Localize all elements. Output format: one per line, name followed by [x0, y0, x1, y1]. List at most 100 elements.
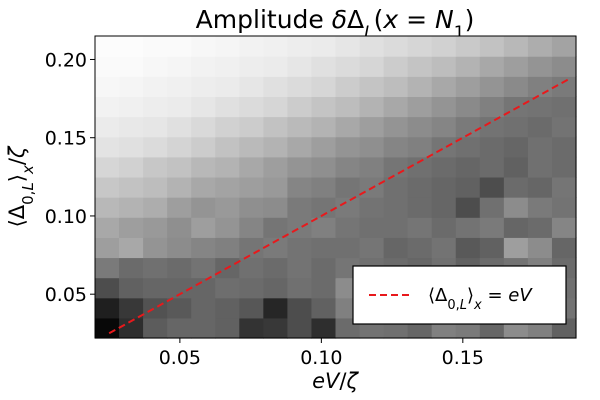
- heatmap-cell: [383, 156, 409, 178]
- heatmap-cell: [215, 136, 240, 158]
- heatmap-cell: [527, 36, 553, 57]
- heatmap-cell: [527, 76, 553, 97]
- heatmap-cell: [191, 96, 216, 118]
- heatmap-cell: [191, 297, 216, 319]
- heatmap-cell: [143, 116, 168, 138]
- heatmap-cell: [239, 116, 264, 138]
- heatmap-cell: [479, 76, 505, 97]
- plot-frame: [94, 35, 577, 339]
- heatmap-cell: [167, 176, 192, 198]
- heatmap-cell: [239, 297, 264, 319]
- heatmap-cell: [119, 277, 144, 299]
- heatmap-cell: [191, 317, 216, 339]
- heatmap-cell: [359, 217, 385, 238]
- heatmap-cell: [119, 156, 144, 178]
- heatmap-cell: [455, 56, 481, 77]
- heatmap-cell: [311, 197, 337, 218]
- heatmap-cell: [311, 116, 337, 138]
- heatmap-cell: [335, 96, 361, 118]
- heatmap-cell: [479, 56, 505, 77]
- heatmap-cell: [191, 237, 216, 259]
- heatmap-cell: [191, 257, 216, 279]
- heatmap-cell: [311, 176, 337, 198]
- heatmap-cell: [287, 237, 313, 259]
- heatmap-cell: [287, 176, 313, 198]
- heatmap-cell: [335, 156, 361, 178]
- heatmap-cell: [407, 76, 433, 97]
- heatmap-cell: [527, 96, 553, 118]
- heatmap-cell: [95, 156, 120, 178]
- heatmap-cell: [311, 317, 337, 339]
- heatmap-cell: [95, 237, 120, 259]
- heatmap-cell: [215, 156, 240, 178]
- heatmap-cell: [287, 297, 313, 319]
- heatmap-cell: [503, 136, 529, 158]
- heatmap-cell: [311, 237, 337, 259]
- heatmap-cell: [503, 56, 529, 77]
- heatmap-cell: [311, 257, 337, 279]
- heatmap-cell: [191, 116, 216, 138]
- heatmap-cell: [95, 197, 120, 218]
- x-tick-label: 0.10: [300, 347, 342, 369]
- heatmap-cell: [215, 116, 240, 138]
- heatmap-cell: [407, 176, 433, 198]
- heatmap-cell: [191, 277, 216, 299]
- heatmap-cell: [263, 76, 288, 97]
- heatmap-cell: [143, 297, 168, 319]
- heatmap-cell: [119, 116, 144, 138]
- heatmap-cell: [287, 96, 313, 118]
- heatmap-cell: [383, 237, 409, 259]
- heatmap-cell: [407, 217, 433, 238]
- heatmap-cell: [239, 156, 264, 178]
- heatmap-cell: [311, 297, 337, 319]
- heatmap-cell: [335, 176, 361, 198]
- heatmap-cell: [503, 217, 529, 238]
- heatmap-cell: [167, 156, 192, 178]
- heatmap-cell: [215, 176, 240, 198]
- heatmap-cell: [335, 237, 361, 259]
- heatmap-cell: [431, 56, 457, 77]
- heatmap-cell: [119, 197, 144, 218]
- heatmap-cell: [383, 217, 409, 238]
- heatmap-cell: [119, 317, 144, 339]
- heatmap-cell: [143, 197, 168, 218]
- legend-box: [352, 265, 567, 325]
- heatmap-cell: [311, 156, 337, 178]
- heatmap-cell: [335, 217, 361, 238]
- heatmap-cell: [239, 257, 264, 279]
- heatmap-cell: [383, 136, 409, 158]
- heatmap-cell: [167, 257, 192, 279]
- heatmap-cell: [527, 156, 553, 178]
- heatmap-cell: [95, 56, 120, 77]
- heatmap-cell: [167, 136, 192, 158]
- heatmap-cell: [167, 36, 192, 57]
- heatmap-cell: [551, 176, 577, 198]
- heatmap-cell: [263, 217, 288, 238]
- heatmap-cell: [287, 76, 313, 97]
- heatmap-cell: [119, 76, 144, 97]
- heatmap-cell: [503, 36, 529, 57]
- heatmap-cell: [95, 257, 120, 279]
- heatmap-cell: [215, 96, 240, 118]
- heatmap-cell: [431, 217, 457, 238]
- heatmap-cell: [359, 76, 385, 97]
- heatmap-cell: [455, 176, 481, 198]
- heatmap-cell: [191, 217, 216, 238]
- heatmap-cell: [167, 76, 192, 97]
- heatmap-cell: [479, 156, 505, 178]
- y-tick-label: 0.05: [45, 284, 87, 306]
- heatmap-cell: [479, 96, 505, 118]
- heatmap-cell: [551, 36, 577, 57]
- heatmap-cell: [455, 197, 481, 218]
- heatmap-cell: [287, 257, 313, 279]
- heatmap-cell: [527, 237, 553, 259]
- legend: ⟨Δ0,L⟩x = eV: [352, 265, 567, 325]
- heatmap-cell: [383, 56, 409, 77]
- heatmap-cell: [335, 116, 361, 138]
- heatmap-cell: [239, 237, 264, 259]
- heatmap-cell: [311, 56, 337, 77]
- heatmap-cell: [527, 56, 553, 77]
- heatmap-cell: [263, 197, 288, 218]
- heatmap-cell: [95, 96, 120, 118]
- heatmap-cell: [407, 56, 433, 77]
